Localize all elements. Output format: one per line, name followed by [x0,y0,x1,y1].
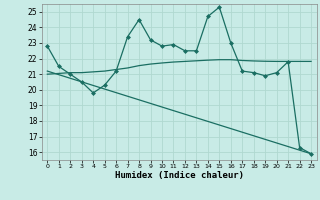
X-axis label: Humidex (Indice chaleur): Humidex (Indice chaleur) [115,171,244,180]
